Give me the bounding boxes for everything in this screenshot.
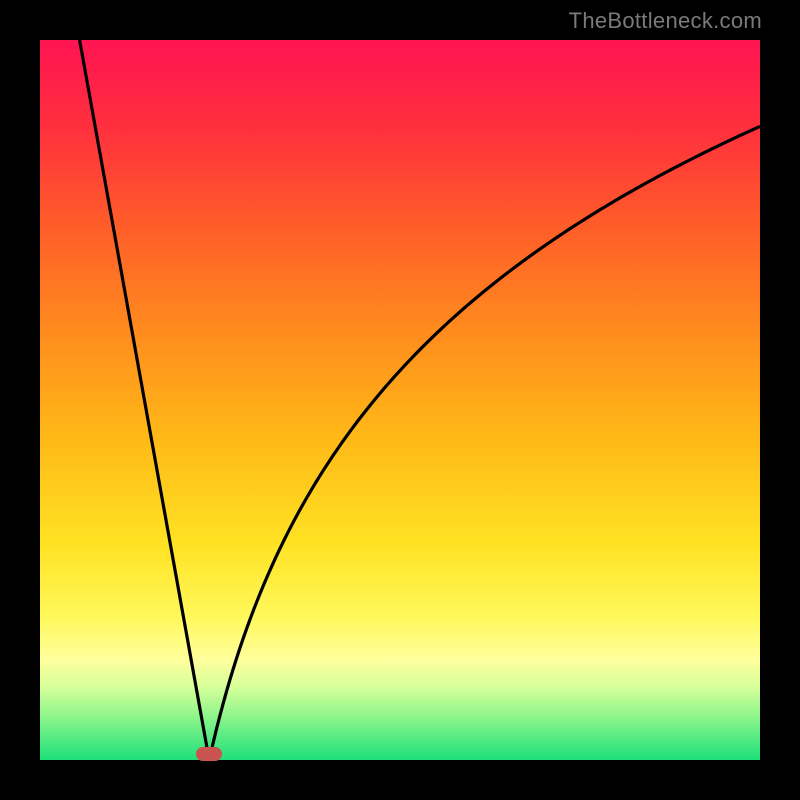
bottleneck-curve xyxy=(40,40,760,760)
plot-area xyxy=(40,40,760,760)
optimal-point-marker xyxy=(196,747,222,761)
watermark-text: TheBottleneck.com xyxy=(569,8,762,34)
